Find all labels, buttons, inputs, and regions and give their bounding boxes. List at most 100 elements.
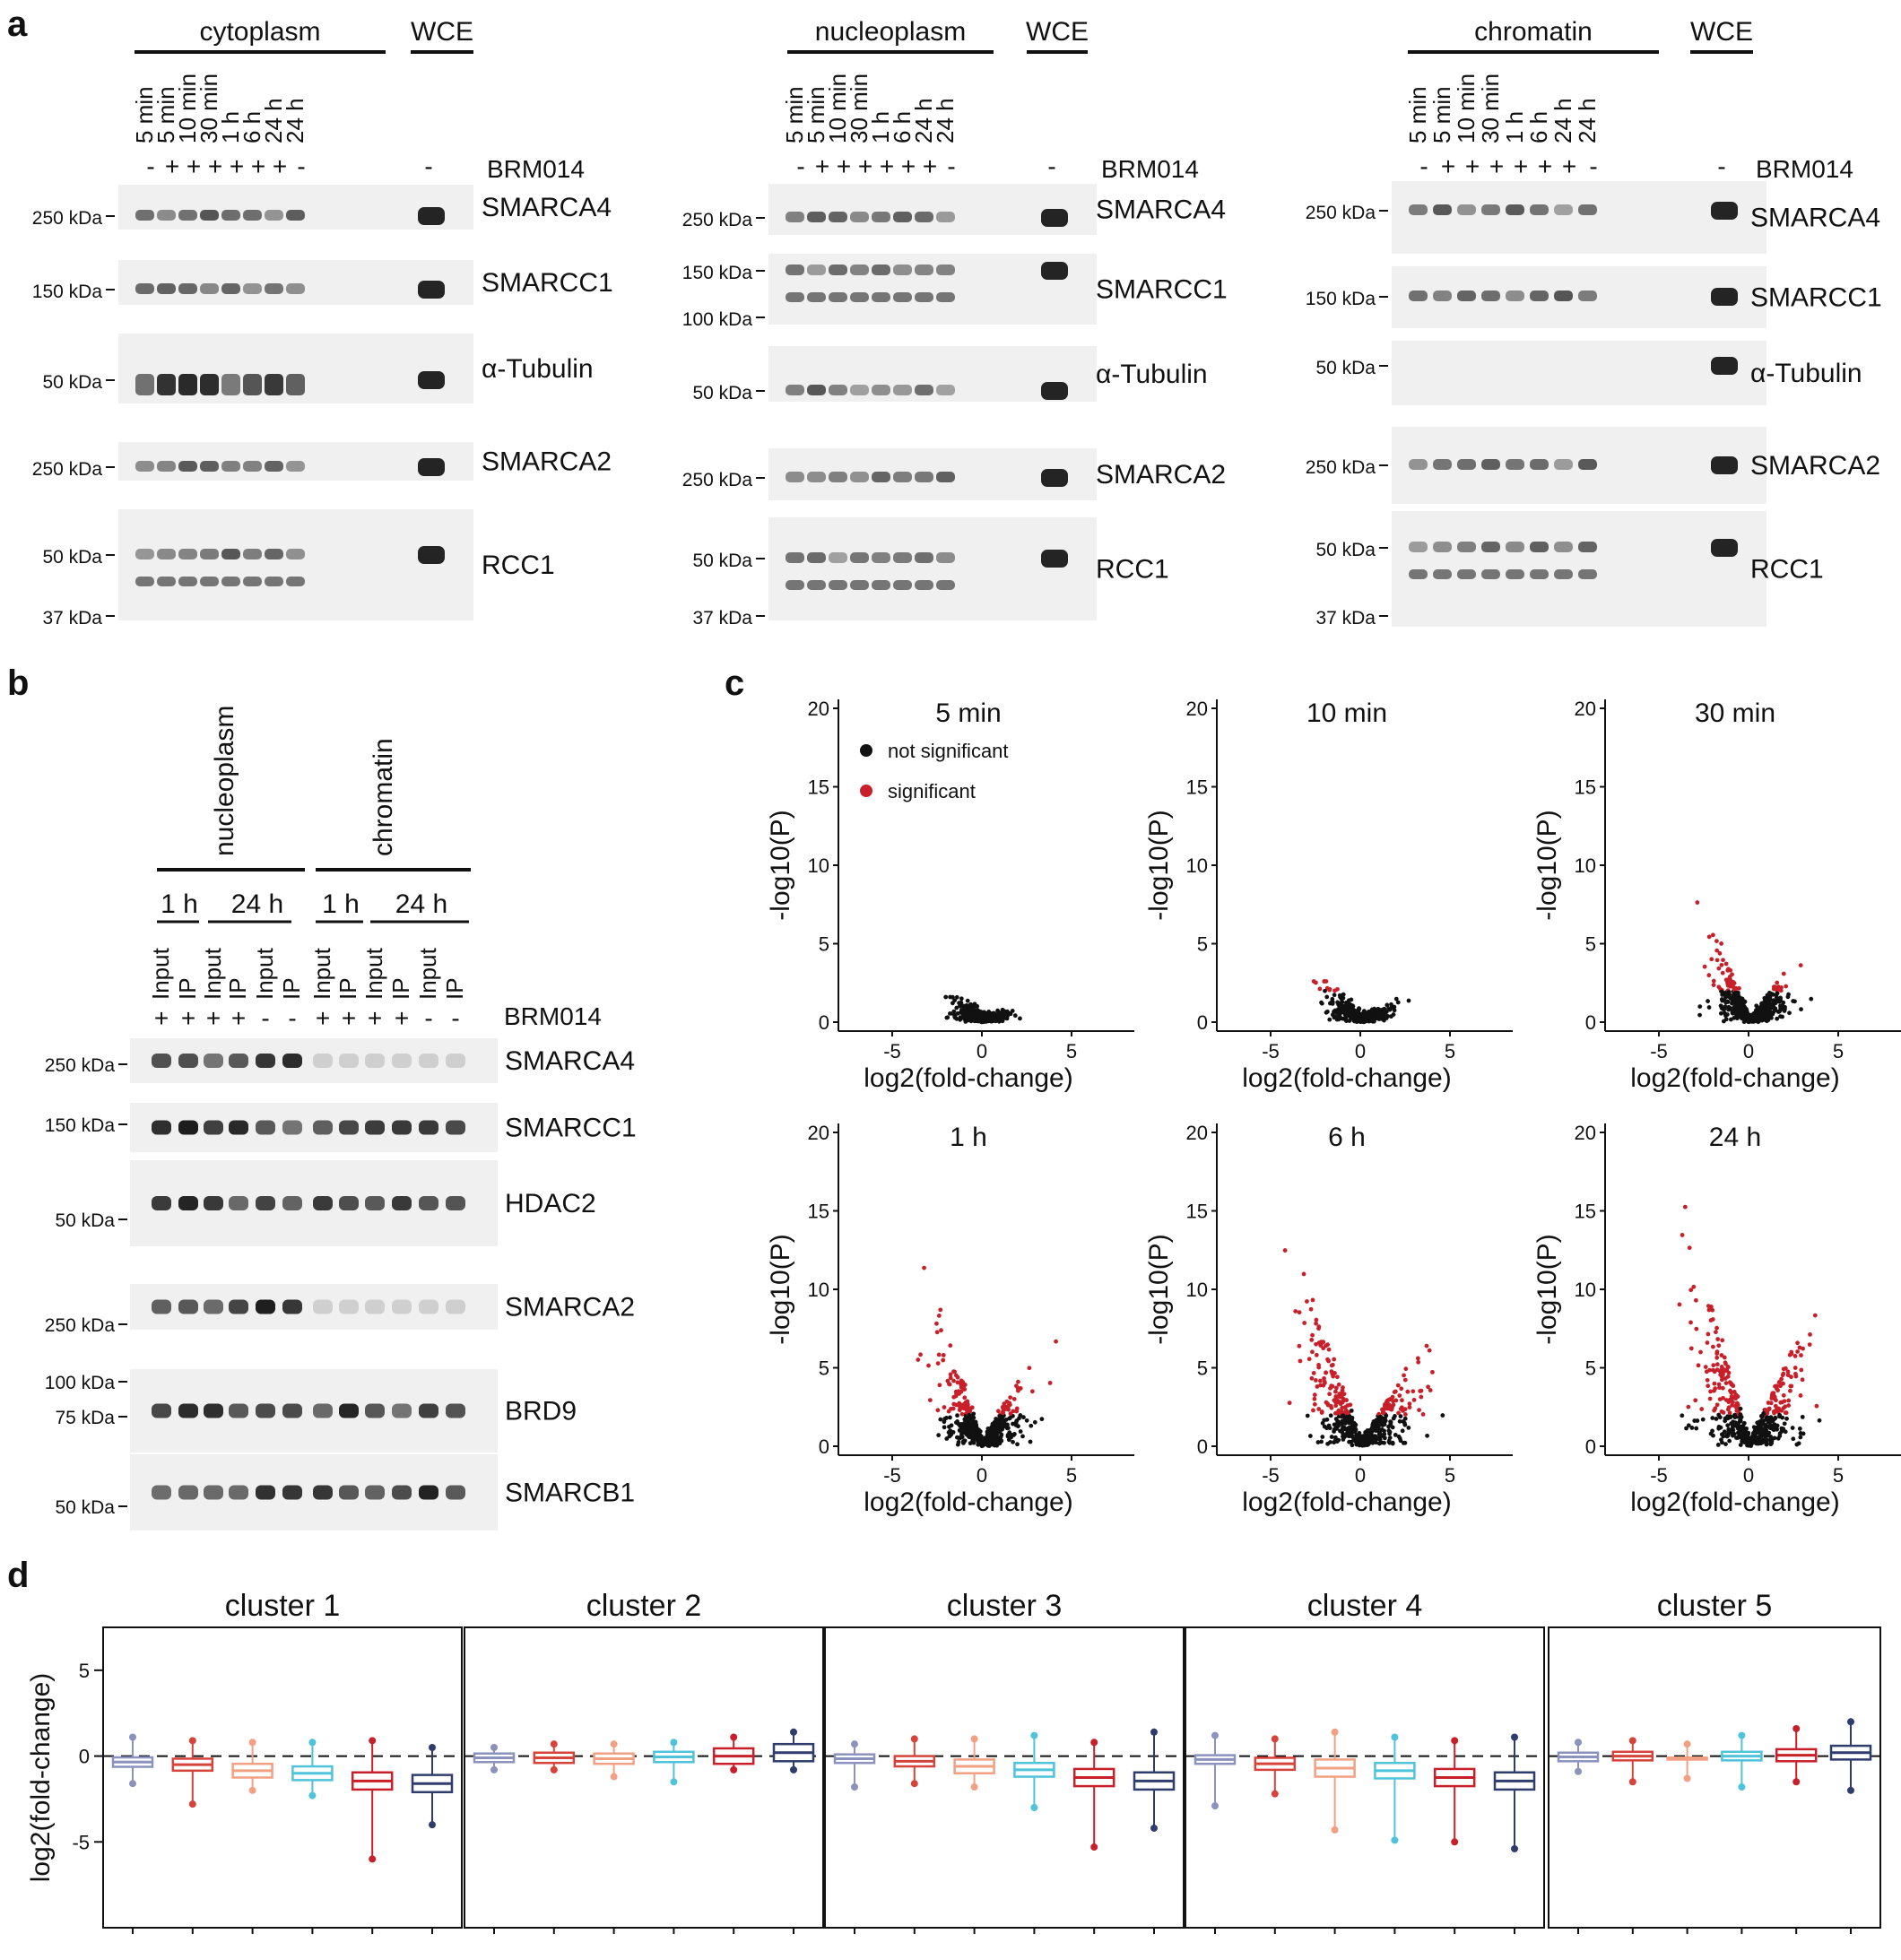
band xyxy=(807,385,826,395)
band xyxy=(872,292,890,302)
band xyxy=(200,461,219,472)
point-not-significant xyxy=(1337,993,1342,998)
point-not-significant xyxy=(1402,1416,1408,1421)
point-not-significant xyxy=(1792,999,1797,1004)
point-significant xyxy=(1704,1369,1709,1375)
lane-label: 5 min xyxy=(152,86,179,143)
point-significant xyxy=(1317,1378,1323,1383)
point-not-significant xyxy=(1341,1425,1345,1430)
treatment-sign: + xyxy=(154,1004,169,1032)
treatment-sign: - xyxy=(1419,152,1428,180)
band xyxy=(178,1120,198,1135)
point-significant xyxy=(1711,978,1716,984)
point-not-significant xyxy=(1392,1004,1397,1010)
fraction-title: chromatin xyxy=(1474,17,1593,47)
point-not-significant xyxy=(1343,1019,1349,1023)
point-not-significant xyxy=(954,1005,959,1010)
size-marker: 37 kDa xyxy=(692,608,752,629)
point-not-significant xyxy=(1772,1006,1777,1011)
point-significant xyxy=(1310,1349,1315,1355)
lane-label: IP xyxy=(278,977,305,1000)
band xyxy=(229,1196,248,1210)
point-not-significant xyxy=(964,1421,969,1426)
point-not-significant xyxy=(1328,1413,1333,1418)
band xyxy=(786,580,804,590)
blot-SMARCA2: 250 kDa SMARCA2 xyxy=(32,442,612,481)
point-significant xyxy=(1333,1385,1339,1391)
point-significant xyxy=(1318,1383,1323,1388)
point-significant xyxy=(1309,1375,1315,1381)
point-not-significant xyxy=(967,1412,972,1418)
outlier xyxy=(851,1783,858,1791)
point-not-significant xyxy=(1720,998,1725,1003)
lane-label: 24 h xyxy=(932,98,959,143)
x-tick-label: -5 xyxy=(1650,1464,1668,1487)
point-not-significant xyxy=(1355,1439,1359,1444)
wce-title: WCE xyxy=(1026,17,1089,47)
point-not-significant xyxy=(1376,1441,1382,1446)
band xyxy=(221,210,240,221)
treatment-sign: + xyxy=(1538,152,1552,180)
band xyxy=(1481,542,1500,552)
treatment-sign: + xyxy=(1465,152,1480,180)
treatment-sign: - xyxy=(1589,152,1597,180)
point-not-significant xyxy=(955,1010,960,1016)
band xyxy=(872,552,890,563)
point-significant xyxy=(922,1265,926,1271)
band xyxy=(178,1403,198,1418)
wce-title: WCE xyxy=(1690,17,1753,47)
point-not-significant xyxy=(1341,1437,1346,1442)
point-not-significant xyxy=(1032,1419,1037,1425)
point-significant xyxy=(1386,1405,1392,1410)
band xyxy=(178,461,197,472)
point-not-significant xyxy=(1327,1426,1332,1431)
y-tick-label: -5 xyxy=(72,1831,90,1853)
point-not-significant xyxy=(1378,1432,1383,1437)
lane-label: 5 min xyxy=(1404,86,1431,143)
lane-label: 1 h xyxy=(867,111,894,143)
point-not-significant xyxy=(973,1419,978,1425)
outlier xyxy=(670,1739,678,1747)
band xyxy=(178,210,197,221)
lane-label: IP xyxy=(441,977,468,1000)
point-not-significant xyxy=(1731,1433,1735,1438)
point-not-significant xyxy=(1004,1009,1010,1014)
band xyxy=(1554,204,1573,215)
point-not-significant xyxy=(959,1422,964,1427)
band xyxy=(286,283,305,294)
point-not-significant xyxy=(1680,1413,1685,1418)
point-significant xyxy=(1773,1409,1778,1413)
point-not-significant xyxy=(1319,1000,1324,1005)
outlier xyxy=(1575,1739,1582,1747)
band xyxy=(313,1299,333,1314)
blot-SMARCC1: 150 kDa SMARCC1 xyxy=(1306,266,1882,328)
point-not-significant xyxy=(994,1419,1000,1425)
point-not-significant xyxy=(1776,1009,1782,1014)
y-tick-label: 20 xyxy=(1186,1122,1208,1144)
band xyxy=(829,472,847,482)
point-not-significant xyxy=(958,1003,963,1009)
point-significant xyxy=(1344,1398,1349,1402)
band xyxy=(282,1299,302,1314)
point-not-significant xyxy=(1390,1441,1395,1446)
panel-frame xyxy=(464,1626,824,1929)
point-not-significant xyxy=(1769,1015,1774,1020)
size-marker: 37 kDa xyxy=(42,608,102,629)
band xyxy=(786,552,804,563)
outlier xyxy=(1628,1778,1636,1786)
point-not-significant xyxy=(1768,1422,1773,1427)
point-significant xyxy=(1314,980,1318,985)
x-tick-label: 5 xyxy=(1066,1040,1077,1062)
outlier xyxy=(1511,1844,1518,1852)
point-significant xyxy=(1014,1383,1019,1389)
band xyxy=(1409,459,1428,470)
band xyxy=(872,265,890,275)
band xyxy=(282,1120,302,1135)
point-significant xyxy=(1706,1307,1712,1313)
treatment-sign: - xyxy=(288,1004,296,1032)
point-not-significant xyxy=(954,1016,959,1021)
point-not-significant xyxy=(1738,1443,1743,1447)
point-not-significant xyxy=(1768,1442,1774,1447)
band xyxy=(152,1120,171,1135)
